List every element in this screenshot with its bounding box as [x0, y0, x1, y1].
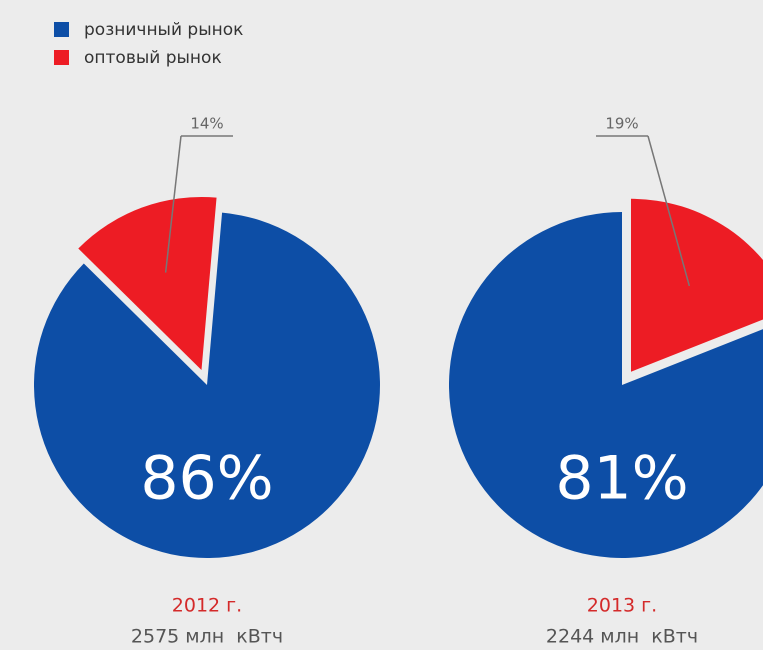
legend-label: оптовый рынок	[84, 48, 222, 68]
legend-swatch	[54, 50, 69, 65]
value-label: 86%	[140, 444, 273, 514]
chart-subtitle: 2575 млн кВтч	[131, 626, 283, 648]
leader-line	[164, 135, 182, 273]
pie-slice	[78, 196, 217, 370]
value-label: 14%	[190, 115, 223, 133]
legend-swatch	[54, 22, 69, 37]
pie-slice	[630, 198, 763, 372]
legend-label: розничный рынок	[84, 20, 243, 40]
pie-slice	[448, 212, 763, 558]
chart-title: 2012 г.	[172, 595, 242, 617]
chart-title: 2013 г.	[587, 595, 657, 617]
value-label: 81%	[555, 444, 688, 514]
leader-line	[647, 135, 691, 287]
pie-slice	[34, 212, 381, 558]
value-label: 19%	[605, 115, 638, 133]
chart-subtitle: 2244 млн кВтч	[546, 626, 698, 648]
